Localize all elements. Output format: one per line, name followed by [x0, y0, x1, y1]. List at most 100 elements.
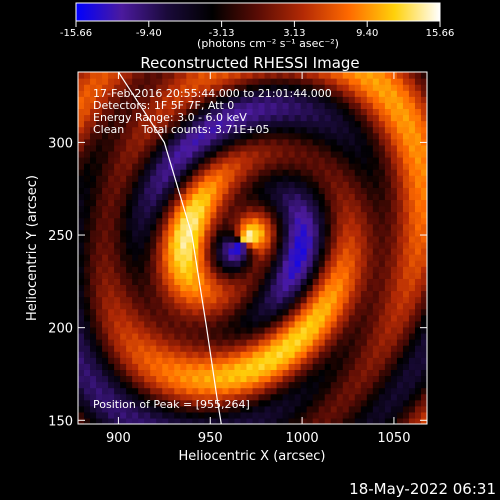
heatmap-pixel — [324, 235, 332, 243]
heatmap-pixel — [414, 272, 422, 279]
heatmap-pixel — [198, 144, 205, 152]
heatmap-pixel — [264, 144, 272, 152]
heatmap-pixel — [192, 132, 199, 140]
heatmap-pixel — [180, 296, 187, 304]
heatmap-pixel — [258, 314, 266, 322]
heatmap-pixel — [198, 181, 205, 188]
heatmap-pixel — [132, 181, 139, 188]
heatmap-pixel — [384, 375, 392, 383]
heatmap-pixel — [300, 241, 308, 249]
heatmap-pixel — [222, 393, 230, 401]
heatmap-pixel — [174, 169, 181, 176]
heatmap-pixel — [258, 205, 266, 213]
heatmap-pixel — [264, 254, 272, 261]
heatmap-pixel — [372, 260, 380, 267]
heatmap-pixel — [342, 72, 350, 79]
heatmap-pixel — [390, 102, 398, 110]
heatmap-pixel — [102, 381, 109, 389]
heatmap-pixel — [192, 278, 199, 286]
heatmap-pixel — [240, 229, 248, 237]
heatmap-pixel — [180, 217, 187, 225]
heatmap-pixel — [384, 405, 392, 413]
heatmap-pixel — [168, 229, 175, 237]
heatmap-pixel — [294, 138, 302, 146]
heatmap-pixel — [384, 272, 392, 279]
heatmap-pixel — [402, 278, 410, 286]
heatmap-pixel — [318, 217, 326, 225]
heatmap-pixel — [378, 363, 386, 370]
heatmap-pixel — [174, 314, 181, 322]
heatmap-pixel — [270, 150, 278, 158]
heatmap-pixel — [90, 96, 97, 103]
heatmap-pixel — [372, 187, 380, 194]
heatmap-pixel — [192, 290, 199, 298]
heatmap-pixel — [186, 314, 193, 322]
heatmap-pixel — [354, 339, 362, 346]
heatmap-pixel — [252, 199, 260, 207]
heatmap-pixel — [78, 217, 85, 225]
heatmap-pixel — [90, 345, 97, 352]
heatmap-pixel — [252, 211, 260, 219]
heatmap-pixel — [282, 339, 290, 346]
heatmap-pixel — [174, 96, 181, 103]
heatmap-pixel — [192, 181, 199, 188]
heatmap-pixel — [402, 169, 410, 176]
heatmap-pixel — [282, 272, 290, 279]
heatmap-pixel — [294, 417, 302, 424]
heatmap-pixel — [252, 387, 260, 395]
heatmap-pixel — [282, 132, 290, 140]
heatmap-pixel — [324, 132, 332, 140]
heatmap-pixel — [318, 296, 326, 304]
heatmap-pixel — [162, 254, 169, 261]
heatmap-pixel — [108, 187, 115, 194]
heatmap-pixel — [348, 260, 356, 267]
heatmap-pixel — [396, 387, 404, 395]
heatmap-pixel — [414, 175, 422, 182]
heatmap-pixel — [108, 223, 115, 231]
heatmap-pixel — [102, 175, 109, 182]
heatmap-pixel — [138, 163, 145, 170]
heatmap-pixel — [282, 114, 290, 122]
heatmap-pixel — [156, 266, 163, 273]
heatmap-pixel — [372, 411, 380, 419]
heatmap-pixel — [120, 193, 127, 201]
heatmap-pixel — [210, 181, 217, 188]
heatmap-pixel — [120, 169, 127, 176]
heatmap-pixel — [372, 96, 380, 103]
heatmap-pixel — [120, 156, 127, 164]
heatmap-pixel — [384, 296, 392, 304]
heatmap-pixel — [228, 278, 236, 286]
heatmap-pixel — [114, 320, 121, 328]
heatmap-pixel — [378, 302, 386, 310]
heatmap-pixel — [96, 217, 103, 225]
heatmap-pixel — [204, 411, 211, 419]
heatmap-pixel — [306, 290, 314, 298]
heatmap-pixel — [372, 235, 380, 243]
heatmap-pixel — [84, 296, 91, 304]
heatmap-pixel — [186, 381, 193, 389]
heatmap-pixel — [150, 211, 157, 219]
heatmap-pixel — [120, 120, 127, 128]
heatmap-pixel — [102, 156, 109, 164]
heatmap-pixel — [360, 84, 368, 91]
heatmap-pixel — [96, 114, 103, 122]
heatmap-pixel — [354, 248, 362, 255]
heatmap-pixel — [408, 302, 416, 310]
heatmap-pixel — [384, 90, 392, 97]
heatmap-pixel — [186, 126, 193, 134]
heatmap-pixel — [282, 96, 290, 103]
heatmap-pixel — [90, 296, 97, 304]
heatmap-pixel — [120, 405, 127, 413]
heatmap-pixel — [414, 205, 422, 213]
heatmap-pixel — [324, 272, 332, 279]
x-tick-label: 950 — [198, 431, 223, 446]
heatmap-pixel — [378, 199, 386, 207]
heatmap-pixel — [402, 326, 410, 334]
heatmap-pixel — [138, 284, 145, 292]
heatmap-pixel — [96, 266, 103, 273]
heatmap-pixel — [78, 417, 85, 424]
heatmap-pixel — [234, 120, 242, 128]
heatmap-pixel — [186, 132, 193, 140]
heatmap-pixel — [420, 132, 427, 140]
heatmap-pixel — [276, 144, 284, 152]
